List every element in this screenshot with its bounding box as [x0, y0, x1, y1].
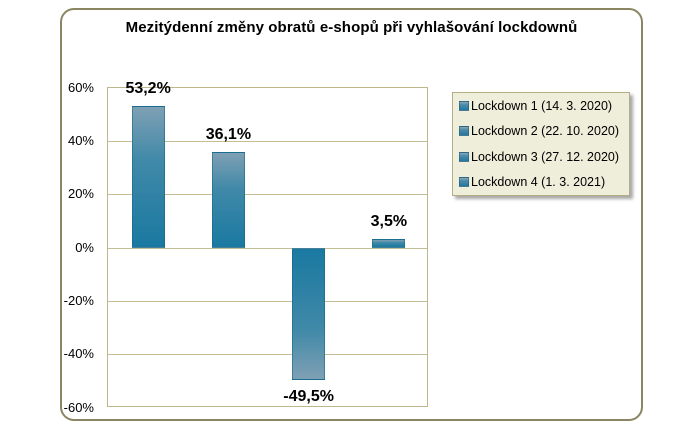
- y-axis-tick-label: -60%: [63, 399, 94, 415]
- gridline: [108, 300, 427, 302]
- bar-value-label: 53,2%: [125, 80, 171, 98]
- legend-marker-icon: [459, 126, 469, 137]
- bar-value-label: -49,5%: [283, 388, 334, 405]
- bar-value-label: 3,5%: [370, 212, 408, 230]
- y-axis-tick-label: 20%: [67, 186, 94, 202]
- legend-item-3: Lockdown 3 (27. 12. 2020): [459, 150, 629, 164]
- gridline: [108, 247, 427, 249]
- legend-item-label: Lockdown 4 (1. 3. 2021): [471, 175, 606, 190]
- legend: Lockdown 1 (14. 3. 2020) Lockdown 2 (22. …: [452, 92, 630, 196]
- y-axis-tick-label: -20%: [63, 292, 94, 308]
- y-axis-ticks: 60% 40% 20% 0% -20% -40% -60%: [58, 80, 96, 415]
- y-axis-tick-label: 60%: [67, 79, 94, 95]
- gridline: [108, 354, 427, 356]
- legend-marker-icon: [459, 151, 469, 162]
- bar-2: [211, 151, 245, 248]
- legend-item-label: Lockdown 1 (14. 3. 2020): [471, 98, 613, 113]
- chart-title: Mezitýdenní změny obratů e-shopů při vyh…: [125, 19, 578, 36]
- legend-marker-icon: [459, 100, 469, 111]
- legend-item-label: Lockdown 2 (22. 10. 2020): [471, 124, 620, 139]
- legend-item-1: Lockdown 1 (14. 3. 2020): [459, 99, 629, 113]
- legend-marker-icon: [459, 177, 469, 188]
- bar-3: [292, 248, 326, 380]
- bar-4: [372, 238, 406, 248]
- legend-item-4: Lockdown 4 (1. 3. 2021): [459, 175, 629, 189]
- y-axis-tick-label: 0%: [75, 239, 94, 255]
- bar-value-label: 36,1%: [205, 125, 252, 143]
- legend-item-label: Lockdown 3 (27. 12. 2020): [471, 149, 620, 164]
- y-axis-tick-label: 40%: [67, 132, 94, 148]
- y-axis-tick-label: -40%: [63, 346, 94, 362]
- bar-1: [131, 106, 165, 248]
- gridline: [108, 194, 427, 196]
- gridline: [108, 140, 427, 142]
- plot-area: 53,2% 36,1% -49,5% 3,5%: [107, 80, 428, 407]
- legend-item-2: Lockdown 2 (22. 10. 2020): [459, 124, 629, 138]
